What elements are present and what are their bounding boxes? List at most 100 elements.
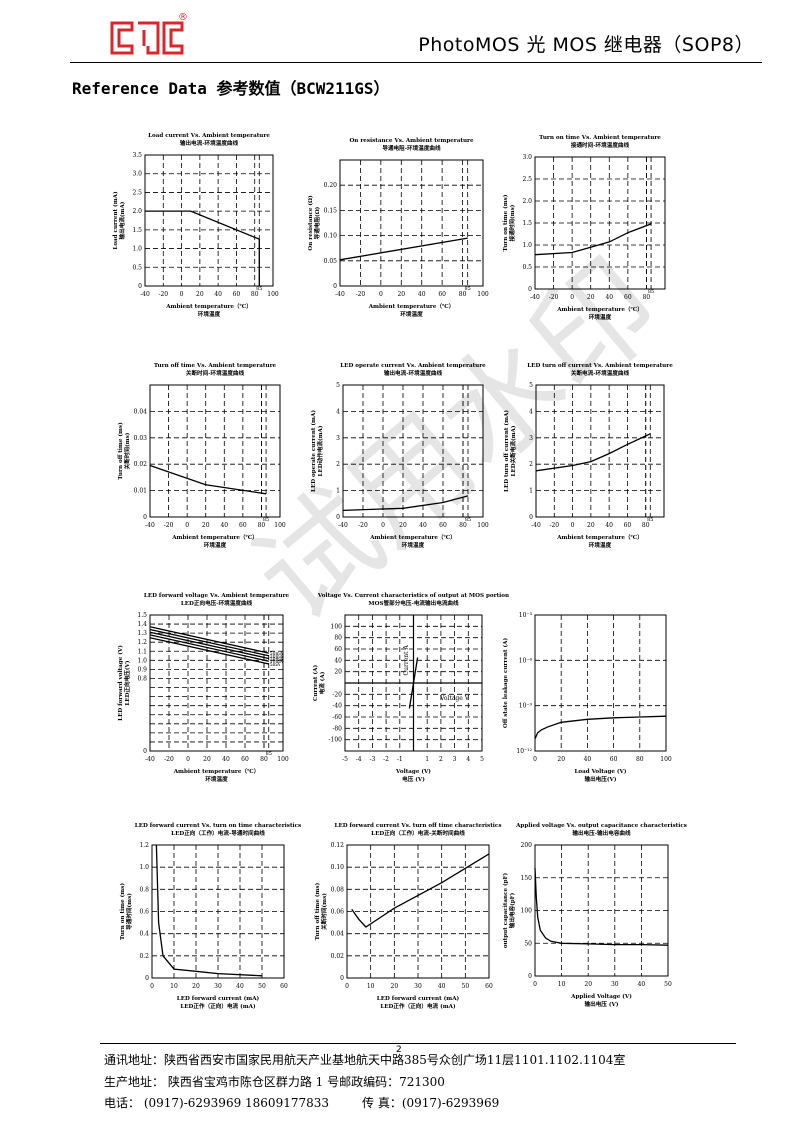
plot-frame <box>149 384 281 518</box>
y-axis-label-cn: 关断时间(ms) <box>123 432 131 469</box>
y-tick-label: 3.0 <box>522 154 532 161</box>
y-tick-label: 0.15 <box>324 207 338 214</box>
y-axis-label-cn: 导通时间(ms) <box>125 893 133 930</box>
series-line-1 <box>534 867 669 946</box>
y-tick-label: 1.0 <box>522 242 532 249</box>
x-tick-label: -1 <box>397 756 403 763</box>
y-tick-label: -100 <box>329 737 343 744</box>
y-tick-label: 100 <box>521 908 533 915</box>
y-tick-label: -60 <box>332 714 342 721</box>
series-line-1 <box>149 626 269 654</box>
footer-factory-address: 生产地址： 陕西省宝鸡市陈仓区群力路 1 号邮政编码：721300 <box>104 1075 445 1089</box>
x-tick-label: -5 <box>342 756 348 763</box>
series-line-1 <box>534 715 667 740</box>
chart-3: Turn on time Vs. Ambient temperature 接通时间… <box>490 132 690 333</box>
chart-subtitle: LED正向（工作）电流-导通时间曲线 <box>171 829 265 837</box>
y-axis-label: LED operate current (mA) <box>310 410 317 492</box>
y-tick-label: 2 <box>529 461 533 468</box>
y-axis-label: LED forward voltage (V) <box>117 645 124 721</box>
chart-7: LED forward voltage Vs. Ambient temperat… <box>105 590 308 795</box>
y-tick-label: 0.12 <box>331 842 345 849</box>
chart-subtitle: LED正向电压-环境温度曲线 <box>181 599 253 607</box>
chart-grid <box>150 385 280 517</box>
y-axis-label-group: Load current (mA) 输出电流(mA) <box>112 191 126 250</box>
series-line-1 <box>342 495 469 512</box>
x-tick-label: 80 <box>260 756 268 763</box>
x-tick-label: -2 <box>383 756 389 763</box>
vline-label: 85 <box>464 286 470 292</box>
x-axis-label: Ambient temperature（℃） <box>369 533 456 541</box>
chart-8: Voltage Vs. Current characteristics of o… <box>300 590 509 795</box>
x-tick-label: 20 <box>584 981 592 988</box>
y-tick-label: 0 <box>528 973 532 980</box>
y-tick-label: 0.04 <box>331 931 345 938</box>
x-tick-label: 80 <box>636 756 644 763</box>
x-tick-label: 40 <box>584 756 592 763</box>
y-axis-label: Turn off time (ms) <box>117 422 124 480</box>
chart-grid <box>535 615 666 751</box>
x-axis-label-cn: 输出电压(V) <box>584 775 616 783</box>
chart-grid <box>535 157 665 289</box>
x-tick-label: 40 <box>638 981 646 988</box>
y-tick-label: 10⁻³ <box>519 612 533 619</box>
y-tick-label: 0.06 <box>331 909 345 916</box>
x-tick-label: 80 <box>258 522 266 529</box>
x-tick-label: 10 <box>170 983 178 990</box>
chart-subtitle: MOS管部分电压-电流输出电流曲线 <box>368 599 459 607</box>
plot-frame <box>144 154 274 287</box>
plot-frame <box>535 384 665 518</box>
chart-grid <box>343 385 483 517</box>
vline-label: 85 <box>263 517 269 523</box>
chart-title: On resistance Vs. Ambient temperature <box>349 138 474 144</box>
y-axis-label-group: output capacitance (pF) 输出电容(pF) <box>502 872 516 948</box>
y-tick-label: 0.6 <box>139 909 149 916</box>
x-axis-label: Applied Voltage (V) <box>570 993 632 1000</box>
x-tick-label: 0 <box>533 981 537 988</box>
x-tick-label: 30 <box>214 983 222 990</box>
x-tick-label: 0 <box>180 291 184 298</box>
x-tick-label: 20 <box>557 756 565 763</box>
header-divider <box>70 62 762 63</box>
y-axis-label-cn: LED正向电压(V) <box>123 660 131 705</box>
y-tick-label: 0.5 <box>132 264 142 271</box>
chart-subtitle: LED正向（工作）电流-关断时间曲线 <box>371 829 465 837</box>
y-tick-label: 2.5 <box>522 176 532 183</box>
y-axis-label-group: On resistance (Ω) 导通电阻(Ω) <box>307 195 321 251</box>
plot-frame <box>346 844 490 979</box>
x-tick-label: 0 <box>533 756 537 763</box>
chart-1: Load current Vs. Ambient temperature 输出电流… <box>100 130 298 330</box>
x-tick-label: -20 <box>164 756 174 763</box>
y-tick-label: 50 <box>524 940 532 947</box>
x-tick-label: 20 <box>196 291 204 298</box>
x-tick-label: 0 <box>345 983 349 990</box>
x-axis-label-cn: 环境温度 <box>198 310 221 318</box>
y-axis-label: Turn off time (ms) <box>314 882 321 940</box>
x-tick-label: 20 <box>202 522 210 529</box>
x-axis-label-cn: 输出电压 (V) <box>585 1000 619 1008</box>
y-tick-label: 3 <box>336 435 340 442</box>
x-tick-label: -20 <box>356 291 366 298</box>
footer-address: 通讯地址：陕西省西安市国家民用航天产业基地航天中路385号众创广场11层1101… <box>104 1053 626 1067</box>
y-tick-label: 2.0 <box>522 198 532 205</box>
chart-grid <box>152 845 284 978</box>
y-axis-label-group: Turn on time (ms) 导通时间(ms) <box>119 883 133 940</box>
x-tick-label: 10 <box>558 981 566 988</box>
chart-title: Turn on time Vs. Ambient temperature <box>539 135 661 141</box>
chart-6: LED turn off current Vs. Ambient tempera… <box>491 360 689 561</box>
chart-title: Turn off time Vs. Ambient temperature <box>154 363 277 369</box>
y-axis-label-group: Off state leakage current (A) <box>502 638 509 729</box>
y-tick-label: -80 <box>332 725 342 732</box>
vline-label: 85 <box>266 751 272 757</box>
y-tick-label: 0.04 <box>134 408 148 415</box>
x-tick-label: 0 <box>186 756 190 763</box>
x-tick-label: 30 <box>414 983 422 990</box>
footer-divider <box>100 1043 736 1044</box>
y-axis-label-group: Turn on time (ms) 接通时间(ms) <box>502 194 516 251</box>
y-tick-label: -40 <box>332 703 342 710</box>
y-tick-label: 0.8 <box>137 675 147 682</box>
x-tick-label: 20 <box>192 983 200 990</box>
x-tick-label: 20 <box>391 983 399 990</box>
x-axis-label: Ambient temperature（℃） <box>171 533 258 541</box>
y-axis-label-group: Current (A) 电流 (A) <box>312 665 326 702</box>
chart-subtitle: 关断时间-环境温度曲线 <box>186 369 245 377</box>
